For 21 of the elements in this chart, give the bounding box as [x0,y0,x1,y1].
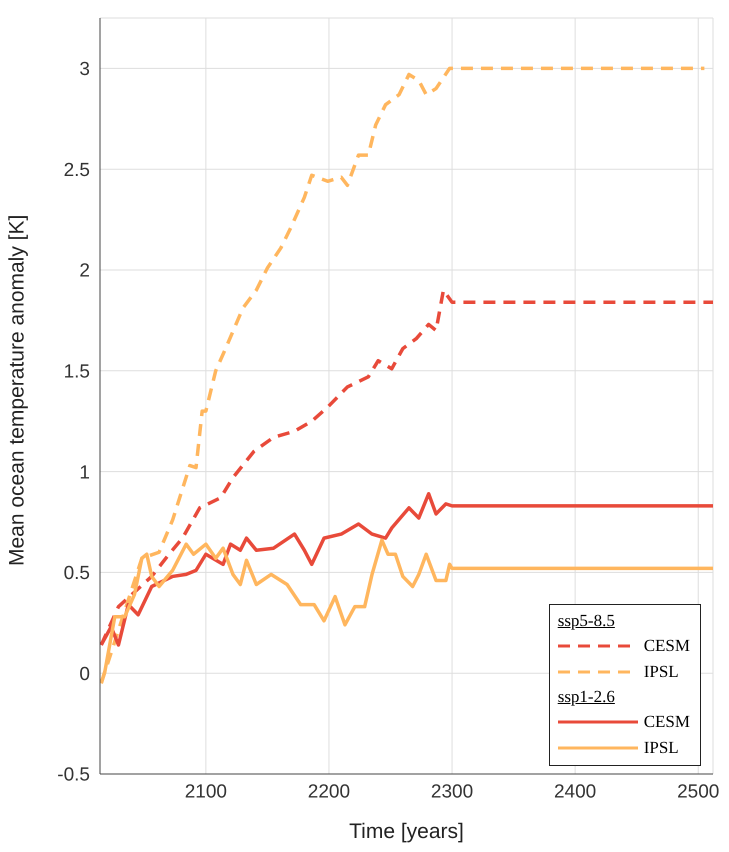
x-tick-label: 2400 [554,781,596,802]
legend-label: IPSL [644,661,679,683]
legend-label: IPSL [644,737,679,759]
legend-label: CESM [644,711,690,733]
x-tick-label: 2100 [184,781,227,802]
x-tick-label: 2500 [677,781,720,802]
y-tick-label: 1.5 [64,362,90,383]
annotation: ssp1-2.6 [558,686,616,708]
y-tick-label: -0.5 [57,764,90,786]
y-tick-label: 2 [79,260,90,282]
y-tick-label: 1 [79,462,90,484]
y-tick-label: 0.5 [64,563,90,584]
y-tick-label: 0 [79,664,90,685]
legend-label: CESM [644,635,690,657]
annotation: ssp5-8.5 [558,610,616,632]
y-tick-label: 3 [79,59,90,80]
x-tick-label: 2200 [308,781,350,802]
x-axis-title: Time [years] [349,820,464,843]
y-axis-title: Mean ocean temperature anomaly [K] [5,214,28,566]
x-tick-label: 2300 [430,781,474,802]
y-tick-label: 2.5 [64,160,90,181]
